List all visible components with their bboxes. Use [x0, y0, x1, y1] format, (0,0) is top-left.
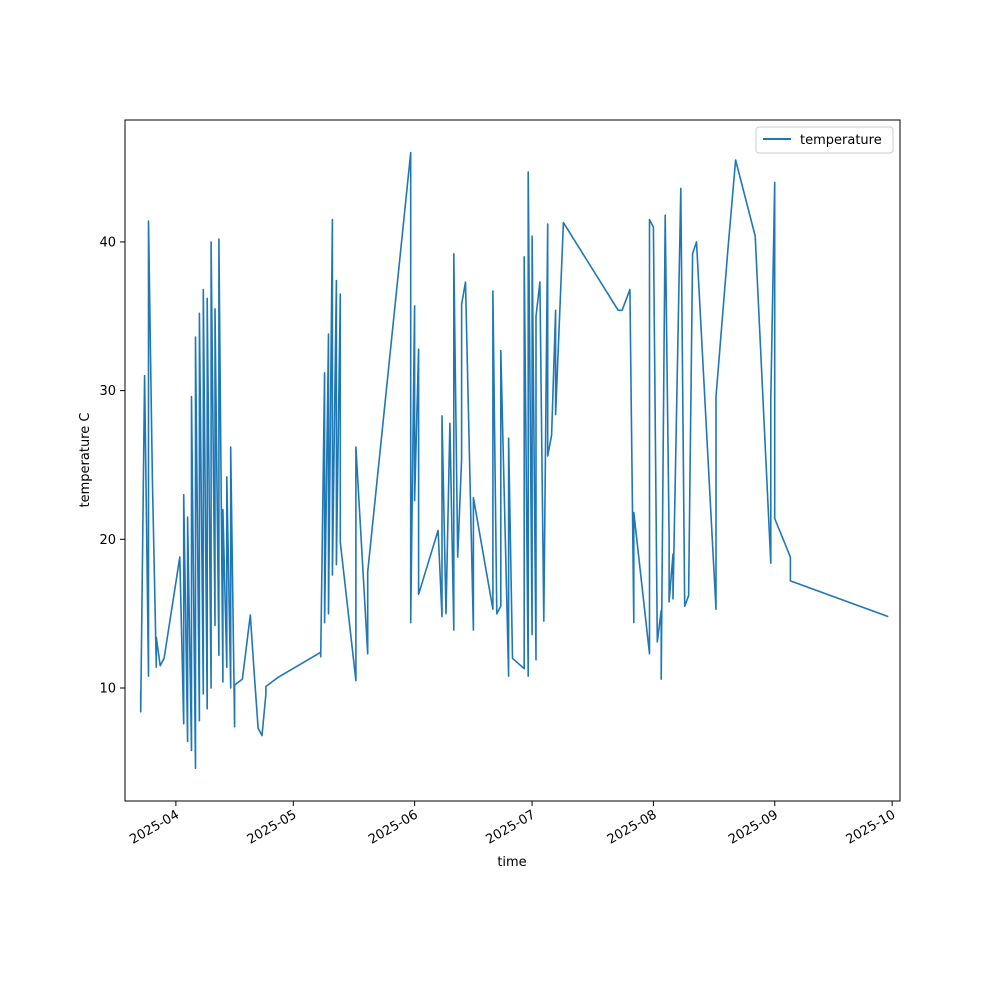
x-tick-label: 2025-05 — [245, 807, 300, 847]
axes-frame — [124, 119, 901, 802]
plot-area — [139, 151, 889, 770]
series-line-temperature — [139, 151, 889, 770]
y-tick-label: 40 — [99, 235, 116, 250]
x-tick-label: 2025-04 — [127, 807, 182, 847]
y-axis-ticks: 10 20 30 40 — [99, 235, 125, 696]
legend-box — [755, 126, 894, 154]
legend-label-temperature: temperature — [800, 133, 882, 148]
x-tick-label: 2025-08 — [605, 807, 660, 847]
x-tick-label: 2025-09 — [726, 807, 781, 847]
x-tick-label: 2025-06 — [366, 807, 421, 847]
y-tick-label: 10 — [99, 681, 116, 696]
y-tick-label: 20 — [99, 533, 116, 548]
x-tick-label: 2025-10 — [844, 807, 899, 847]
x-axis-label: time — [497, 855, 526, 870]
y-tick-label: 30 — [99, 384, 116, 399]
legend: temperature — [755, 126, 894, 154]
x-tick-label: 2025-07 — [484, 807, 539, 847]
y-axis-label: temperature C — [78, 413, 93, 508]
x-axis-ticks: 2025-04 2025-05 2025-06 2025-07 2025-08 2025-… — [127, 801, 898, 848]
